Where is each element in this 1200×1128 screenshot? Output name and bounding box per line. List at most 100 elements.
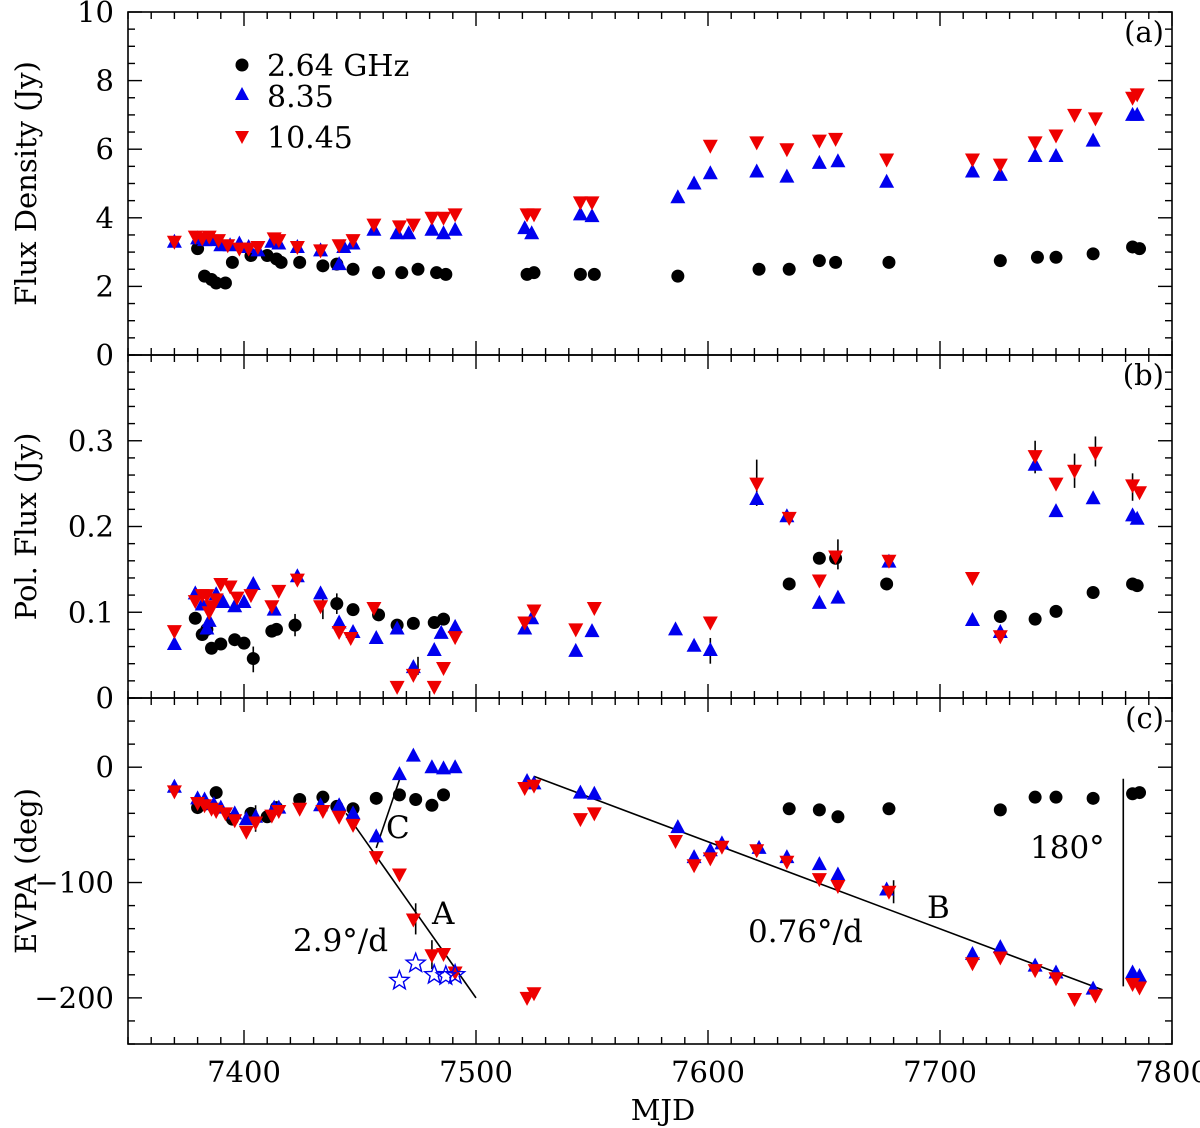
point-264 bbox=[218, 276, 232, 290]
point-264 bbox=[188, 611, 202, 625]
point-264 bbox=[425, 798, 439, 812]
y-tick-label: 0 bbox=[96, 681, 114, 715]
point-264 bbox=[1049, 250, 1063, 264]
point-1045 bbox=[405, 913, 421, 928]
point-264 bbox=[209, 786, 223, 800]
point-264 bbox=[1086, 586, 1100, 600]
point-1045 bbox=[436, 948, 452, 963]
point-264 bbox=[293, 255, 307, 269]
star-point bbox=[443, 962, 467, 985]
point-835 bbox=[779, 168, 795, 183]
point-835 bbox=[433, 624, 449, 639]
legend-label-264: 2.64 GHz bbox=[267, 49, 409, 84]
point-1045 bbox=[391, 868, 407, 883]
point-835 bbox=[702, 165, 718, 180]
point-1045 bbox=[1087, 446, 1103, 461]
point-264 bbox=[882, 802, 896, 816]
point-835 bbox=[436, 760, 452, 775]
point-835 bbox=[572, 784, 588, 799]
point-1045 bbox=[881, 885, 897, 900]
point-1045 bbox=[166, 625, 182, 640]
bracket-label: 180° bbox=[1030, 830, 1105, 866]
point-835 bbox=[166, 635, 182, 650]
point-1045 bbox=[702, 616, 718, 631]
legend-label-835: 8.35 bbox=[267, 80, 334, 115]
point-835 bbox=[447, 759, 463, 774]
point-835 bbox=[811, 856, 827, 871]
point-264 bbox=[1049, 790, 1063, 804]
point-264 bbox=[587, 267, 601, 281]
point-1045 bbox=[1087, 112, 1103, 127]
point-1045 bbox=[447, 631, 463, 646]
fit-line-C bbox=[375, 772, 403, 849]
point-835 bbox=[401, 225, 417, 240]
star-point bbox=[404, 951, 428, 974]
point-1045 bbox=[199, 589, 215, 604]
point-264 bbox=[829, 255, 843, 269]
point-835 bbox=[227, 598, 243, 613]
y-tick-label: 0.3 bbox=[68, 424, 114, 458]
point-1045 bbox=[271, 805, 287, 820]
point-1045 bbox=[292, 802, 308, 817]
point-264 bbox=[225, 255, 239, 269]
point-1045 bbox=[519, 991, 535, 1006]
point-1045 bbox=[702, 852, 718, 867]
point-1045 bbox=[366, 601, 382, 616]
point-835 bbox=[964, 163, 980, 178]
point-264 bbox=[993, 254, 1007, 268]
point-835 bbox=[586, 785, 602, 800]
point-264 bbox=[395, 266, 409, 280]
legend-label-1045: 10.45 bbox=[267, 121, 353, 156]
point-1045 bbox=[217, 807, 233, 822]
point-835 bbox=[1085, 490, 1101, 505]
panel-frame bbox=[127, 697, 1173, 1045]
fit-label-b: B bbox=[927, 890, 950, 926]
point-1045 bbox=[879, 153, 895, 168]
point-1045 bbox=[250, 240, 266, 255]
fit-label-a: A bbox=[431, 896, 455, 932]
point-1045 bbox=[526, 208, 542, 223]
point-264 bbox=[1086, 247, 1100, 261]
point-1045 bbox=[964, 153, 980, 168]
fit-label-c: C bbox=[386, 810, 410, 846]
legend-marker-835 bbox=[235, 87, 249, 100]
point-1045 bbox=[436, 661, 452, 676]
point-1045 bbox=[447, 208, 463, 223]
point-1045 bbox=[1048, 129, 1064, 144]
point-1045 bbox=[811, 873, 827, 888]
point-1045 bbox=[781, 511, 797, 526]
point-1045 bbox=[517, 616, 533, 631]
point-1045 bbox=[391, 220, 407, 235]
point-264 bbox=[209, 276, 223, 290]
point-835 bbox=[1129, 106, 1145, 121]
point-264 bbox=[246, 652, 260, 666]
point-1045 bbox=[241, 242, 257, 257]
y-tick-label: 0.1 bbox=[68, 595, 114, 629]
point-1045 bbox=[830, 879, 846, 894]
y-tick-label: 2 bbox=[96, 269, 114, 303]
point-1045 bbox=[366, 218, 382, 233]
point-1045 bbox=[264, 600, 280, 615]
point-1045 bbox=[166, 235, 182, 250]
point-264 bbox=[671, 269, 685, 283]
point-1045 bbox=[1132, 486, 1148, 501]
point-1045 bbox=[526, 987, 542, 1002]
panel-tag: (b) bbox=[1123, 358, 1164, 392]
panel-frame bbox=[127, 354, 1173, 699]
point-1045 bbox=[343, 631, 359, 646]
point-1045 bbox=[992, 951, 1008, 966]
point-835 bbox=[405, 747, 421, 762]
y-tick-label: 6 bbox=[96, 132, 114, 166]
y-axis-label: EVPA (deg) bbox=[9, 788, 43, 954]
point-1045 bbox=[779, 143, 795, 158]
point-1045 bbox=[526, 779, 542, 794]
point-264 bbox=[406, 616, 420, 630]
point-1045 bbox=[811, 134, 827, 149]
point-1045 bbox=[405, 668, 421, 683]
point-1045 bbox=[828, 132, 844, 147]
legend: 2.64 GHz 8.35 10.45 bbox=[235, 49, 409, 156]
point-1045 bbox=[1027, 450, 1043, 465]
point-1045 bbox=[568, 623, 584, 638]
point-835 bbox=[517, 220, 533, 235]
point-264 bbox=[411, 262, 425, 276]
